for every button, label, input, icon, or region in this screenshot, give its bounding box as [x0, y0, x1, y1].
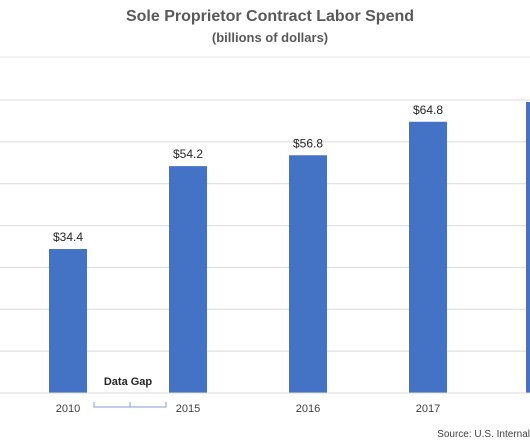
x-tick-2015: 2015	[176, 403, 200, 415]
data-gap-bracket	[93, 402, 167, 408]
data-label-2017: $64.8	[413, 103, 443, 117]
bars	[49, 102, 530, 393]
bar-2010	[49, 249, 87, 393]
x-axis-tick-labels: 2010 2015 2016 2017	[56, 403, 440, 415]
bar-2015	[169, 166, 207, 393]
data-gap-label: Data Gap	[104, 376, 153, 388]
source-label: Source: U.S. Internal	[437, 429, 530, 440]
data-labels: $34.4 $54.2 $56.8 $64.8	[53, 103, 443, 244]
bar-2017	[409, 121, 447, 393]
data-label-2015: $54.2	[173, 147, 203, 161]
chart-subtitle: (billions of dollars)	[212, 30, 328, 45]
x-tick-2016: 2016	[296, 403, 320, 415]
data-label-2010: $34.4	[53, 230, 83, 244]
data-label-2016: $56.8	[293, 136, 323, 150]
bar-cropped-edge	[526, 102, 530, 393]
x-tick-2017: 2017	[416, 403, 440, 415]
x-tick-2010: 2010	[56, 403, 80, 415]
chart-title: Sole Proprietor Contract Labor Spend	[126, 8, 414, 25]
bar-2016	[289, 155, 327, 393]
